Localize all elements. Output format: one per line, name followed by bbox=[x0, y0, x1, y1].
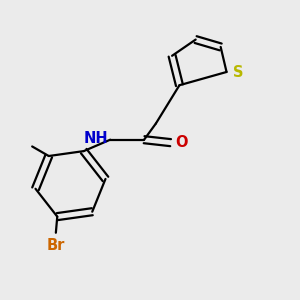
Text: NH: NH bbox=[83, 131, 108, 146]
Text: O: O bbox=[175, 134, 188, 149]
Text: Br: Br bbox=[47, 238, 65, 253]
Text: S: S bbox=[233, 65, 244, 80]
